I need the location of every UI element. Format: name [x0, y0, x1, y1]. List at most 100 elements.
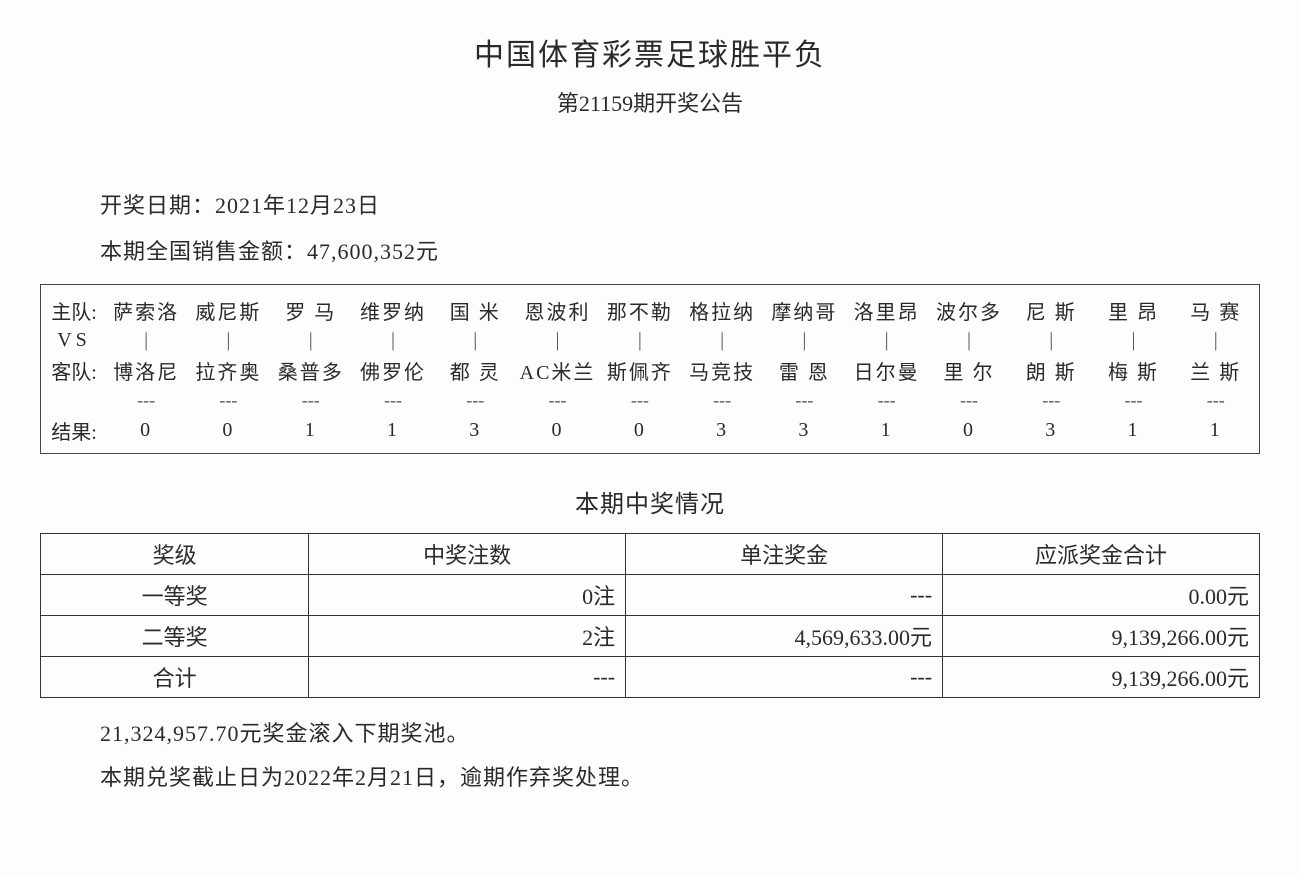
away-team-cell: 桑普多 [270, 356, 352, 385]
away-team-cell: 里 尔 [928, 356, 1010, 385]
away-team-cell: 雷 恩 [763, 356, 845, 385]
prize-unit: --- [626, 657, 943, 698]
prize-header-row: 奖级 中奖注数 单注奖金 应派奖金合计 [41, 534, 1260, 575]
home-team-cell: 维罗纳 [352, 296, 434, 325]
vs-mark: | [1010, 329, 1092, 352]
away-team-cell: 博洛尼 [105, 356, 187, 385]
away-team-cell: 都 灵 [434, 356, 516, 385]
prize-count: --- [309, 657, 626, 698]
home-team-cell: 那不勒 [599, 296, 681, 325]
home-team-cell: 波尔多 [928, 296, 1010, 325]
result-label: 结果: [43, 416, 105, 445]
header-count: 中奖注数 [309, 534, 626, 575]
home-team-cell: 罗 马 [270, 296, 352, 325]
vs-mark: | [1092, 329, 1174, 352]
result-row: 结果: 00113003310311 [43, 415, 1257, 445]
away-label: 客队: [43, 356, 105, 385]
away-team-cell: AC米兰 [516, 356, 598, 385]
vs-mark: | [681, 329, 763, 352]
dash-cell: --- [928, 390, 1010, 411]
dash-cell: --- [846, 390, 928, 411]
prize-unit: --- [626, 575, 943, 616]
prize-table: 奖级 中奖注数 单注奖金 应派奖金合计 一等奖0注---0.00元二等奖2注4,… [40, 533, 1260, 698]
result-cell: 1 [1092, 419, 1174, 442]
header-unit: 单注奖金 [626, 534, 943, 575]
document-title: 中国体育彩票足球胜平负 [40, 30, 1260, 74]
prize-level: 合计 [41, 657, 309, 698]
result-cell: 0 [599, 419, 681, 442]
away-team-cell: 佛罗伦 [352, 356, 434, 385]
home-team-cell: 恩波利 [516, 296, 598, 325]
vs-mark: | [516, 329, 598, 352]
prize-total: 0.00元 [943, 575, 1260, 616]
vs-mark: | [352, 329, 434, 352]
home-team-cell: 里 昂 [1092, 296, 1174, 325]
header-level: 奖级 [41, 534, 309, 575]
prize-row: 一等奖0注---0.00元 [41, 575, 1260, 616]
vs-mark: | [1175, 329, 1257, 352]
prize-row: 合计------9,139,266.00元 [41, 657, 1260, 698]
dash-cell: --- [187, 390, 269, 411]
result-cell: 1 [352, 419, 434, 442]
away-team-cell: 兰 斯 [1175, 356, 1257, 385]
result-cell: 1 [846, 419, 928, 442]
dash-row: ----------------------------------------… [43, 385, 1257, 415]
away-team-cell: 朗 斯 [1010, 356, 1092, 385]
vs-label: VS [43, 329, 105, 352]
header-total: 应派奖金合计 [943, 534, 1260, 575]
away-team-cell: 斯佩齐 [599, 356, 681, 385]
result-cell: 0 [187, 419, 269, 442]
vs-mark: | [928, 329, 1010, 352]
away-team-cell: 梅 斯 [1092, 356, 1174, 385]
result-cell: 3 [1010, 419, 1092, 442]
home-team-cell: 威尼斯 [187, 296, 269, 325]
vs-row: VS |||||||||||||| [43, 325, 1257, 355]
document-subtitle: 第21159期开奖公告 [40, 86, 1260, 118]
vs-mark: | [846, 329, 928, 352]
home-team-cell: 尼 斯 [1010, 296, 1092, 325]
vs-mark: | [434, 329, 516, 352]
dash-cell: --- [763, 390, 845, 411]
match-grid: 主队: 萨索洛威尼斯罗 马维罗纳国 米恩波利那不勒格拉纳摩纳哥洛里昂波尔多尼 斯… [40, 284, 1260, 454]
vs-mark: | [599, 329, 681, 352]
home-label: 主队: [43, 296, 105, 325]
prize-count: 0注 [309, 575, 626, 616]
dash-cell: --- [1010, 390, 1092, 411]
vs-mark: | [187, 329, 269, 352]
dash-cell: --- [681, 390, 763, 411]
home-team-cell: 洛里昂 [846, 296, 928, 325]
dash-cell: --- [1175, 390, 1257, 411]
result-cell: 0 [928, 419, 1010, 442]
away-team-cell: 日尔曼 [846, 356, 928, 385]
result-cell: 3 [681, 419, 763, 442]
prize-level: 一等奖 [41, 575, 309, 616]
prize-total: 9,139,266.00元 [943, 616, 1260, 657]
result-cell: 3 [763, 419, 845, 442]
prize-total: 9,139,266.00元 [943, 657, 1260, 698]
vs-mark: | [763, 329, 845, 352]
dash-cell: --- [270, 390, 352, 411]
home-team-cell: 马 赛 [1175, 296, 1257, 325]
prize-level: 二等奖 [41, 616, 309, 657]
sales-line: 本期全国销售金额：47,600,352元 [100, 234, 1260, 266]
home-team-cell: 格拉纳 [681, 296, 763, 325]
result-cell: 1 [270, 419, 352, 442]
vs-mark: | [270, 329, 352, 352]
dash-cell: --- [105, 390, 187, 411]
date-line: 开奖日期：2021年12月23日 [100, 188, 1260, 220]
away-row: 客队: 博洛尼拉齐奥桑普多佛罗伦都 灵AC米兰斯佩齐马竞技雷 恩日尔曼里 尔朗 … [43, 355, 1257, 385]
prize-unit: 4,569,633.00元 [626, 616, 943, 657]
deadline-line: 本期兑奖截止日为2022年2月21日，逾期作弃奖处理。 [100, 760, 1260, 792]
dash-cell: --- [352, 390, 434, 411]
away-team-cell: 马竞技 [681, 356, 763, 385]
dash-cell: --- [599, 390, 681, 411]
dash-cell: --- [516, 390, 598, 411]
home-row: 主队: 萨索洛威尼斯罗 马维罗纳国 米恩波利那不勒格拉纳摩纳哥洛里昂波尔多尼 斯… [43, 295, 1257, 325]
away-team-cell: 拉齐奥 [187, 356, 269, 385]
result-cell: 3 [434, 419, 516, 442]
home-team-cell: 萨索洛 [105, 296, 187, 325]
result-cell: 0 [516, 419, 598, 442]
dash-cell: --- [1092, 390, 1174, 411]
rollover-line: 21,324,957.70元奖金滚入下期奖池。 [100, 716, 1260, 748]
home-team-cell: 国 米 [434, 296, 516, 325]
